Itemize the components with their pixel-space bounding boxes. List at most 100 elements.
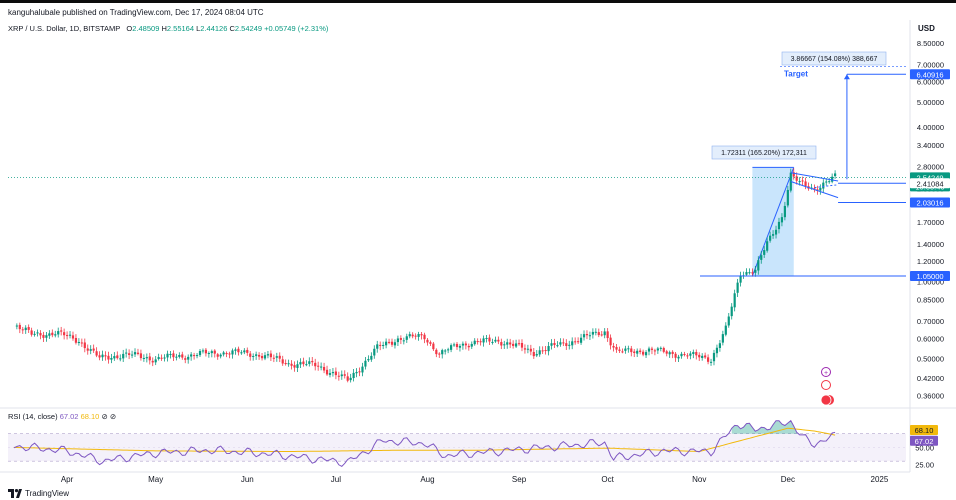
x-tick-label: Apr — [61, 475, 74, 484]
rsi-legend-ma: 68.10 — [80, 412, 100, 421]
candle-body — [644, 352, 648, 356]
candle-body — [382, 344, 385, 346]
candle-body — [216, 354, 219, 357]
candle-body — [529, 348, 532, 352]
candle-body — [334, 371, 337, 376]
candle-body — [358, 371, 361, 373]
candle-body — [636, 350, 639, 354]
footer: TradingView — [8, 489, 69, 498]
candle-body — [757, 260, 760, 271]
candle-body — [396, 338, 400, 343]
y-tick-label: 7.00000 — [917, 60, 944, 69]
footer-brand: TradingView — [25, 489, 70, 498]
candle-body — [399, 338, 402, 340]
candle-body — [514, 343, 518, 347]
candle-body — [656, 348, 659, 351]
candle-body — [763, 250, 766, 255]
candle-body — [482, 338, 485, 343]
candle-body — [349, 377, 352, 381]
candle-body — [426, 339, 429, 343]
candle-body — [804, 181, 807, 186]
candle-body — [760, 255, 763, 260]
candle-body — [142, 358, 145, 360]
candle-body — [641, 351, 645, 355]
price-label-bg — [910, 197, 950, 208]
symbol-name: XRP / U.S. Dollar, 1D, BITSTAMP — [8, 24, 121, 33]
candle-body — [745, 272, 748, 275]
candle-body — [751, 272, 754, 274]
candle-body — [130, 354, 134, 356]
candle-body — [89, 349, 92, 351]
candle-body — [139, 353, 143, 359]
candle-body — [689, 353, 692, 356]
currency-label[interactable]: USD — [918, 24, 935, 33]
candle-body — [786, 189, 789, 206]
candle-body — [243, 350, 246, 353]
candle-body — [364, 360, 367, 367]
candle-body — [257, 354, 261, 357]
settings-icon[interactable]: ⊘ — [109, 412, 117, 421]
candle-body — [42, 334, 45, 338]
candle-body — [299, 362, 302, 365]
candle-body — [266, 354, 270, 356]
candle-body — [798, 181, 801, 183]
rsi-legend-value: 67.02 — [59, 412, 79, 421]
candle-body — [754, 269, 757, 273]
x-tick-label: 2025 — [871, 475, 889, 484]
candle-body — [512, 343, 515, 346]
candle-body — [122, 353, 125, 359]
candle-body — [77, 341, 80, 343]
candle-body — [724, 325, 727, 335]
price-label-bg — [910, 69, 950, 80]
candle-body — [376, 344, 379, 349]
top-bar — [0, 0, 956, 3]
candle-body — [269, 353, 273, 358]
candle-body — [320, 366, 323, 368]
candle-body — [822, 182, 825, 189]
candle-body — [683, 354, 686, 356]
x-tick-label: Aug — [420, 475, 434, 484]
candle-body — [68, 334, 72, 336]
candle-body — [653, 350, 657, 352]
eye-off-icon[interactable]: ⊘ — [101, 412, 108, 421]
candle-body — [228, 353, 231, 355]
candle-body — [98, 355, 101, 358]
candle-body — [538, 350, 541, 355]
candle-body — [600, 334, 603, 336]
rsi-y-tick: 25.00 — [915, 461, 934, 470]
candle-body — [305, 364, 308, 366]
candle-body — [701, 355, 704, 358]
y-tick-label: 5.00000 — [917, 98, 944, 107]
candle-body — [18, 324, 21, 330]
candle-body — [825, 181, 828, 183]
candle-body — [541, 350, 544, 352]
y-tick-label: 0.50000 — [917, 355, 944, 364]
candle-body — [414, 335, 417, 337]
rsi-line — [13, 419, 836, 468]
lightning-icon — [821, 380, 831, 390]
candle-body — [550, 343, 553, 346]
target-info-box — [781, 51, 887, 66]
candle-body — [715, 347, 719, 354]
candle-body — [582, 334, 586, 338]
candle-body — [240, 352, 243, 354]
candle-body — [65, 335, 69, 337]
candle-body — [668, 352, 671, 355]
candle-body — [695, 351, 698, 356]
candle-body — [467, 345, 470, 348]
candle-body — [237, 348, 240, 353]
candle-body — [281, 359, 284, 364]
candle-body — [21, 329, 24, 331]
candle-body — [54, 334, 57, 336]
add-alert-icon-plus: + — [824, 370, 828, 377]
measure-diagonal — [751, 167, 795, 277]
candle-body — [231, 350, 234, 355]
candle-body — [278, 355, 281, 359]
price-label: 2.54249 — [916, 173, 943, 182]
candle-body — [145, 357, 148, 359]
candle-body — [449, 345, 453, 350]
y-tick-label: 4.00000 — [917, 123, 944, 132]
candle-body — [249, 353, 252, 357]
tradingview-logo-icon — [8, 489, 22, 498]
